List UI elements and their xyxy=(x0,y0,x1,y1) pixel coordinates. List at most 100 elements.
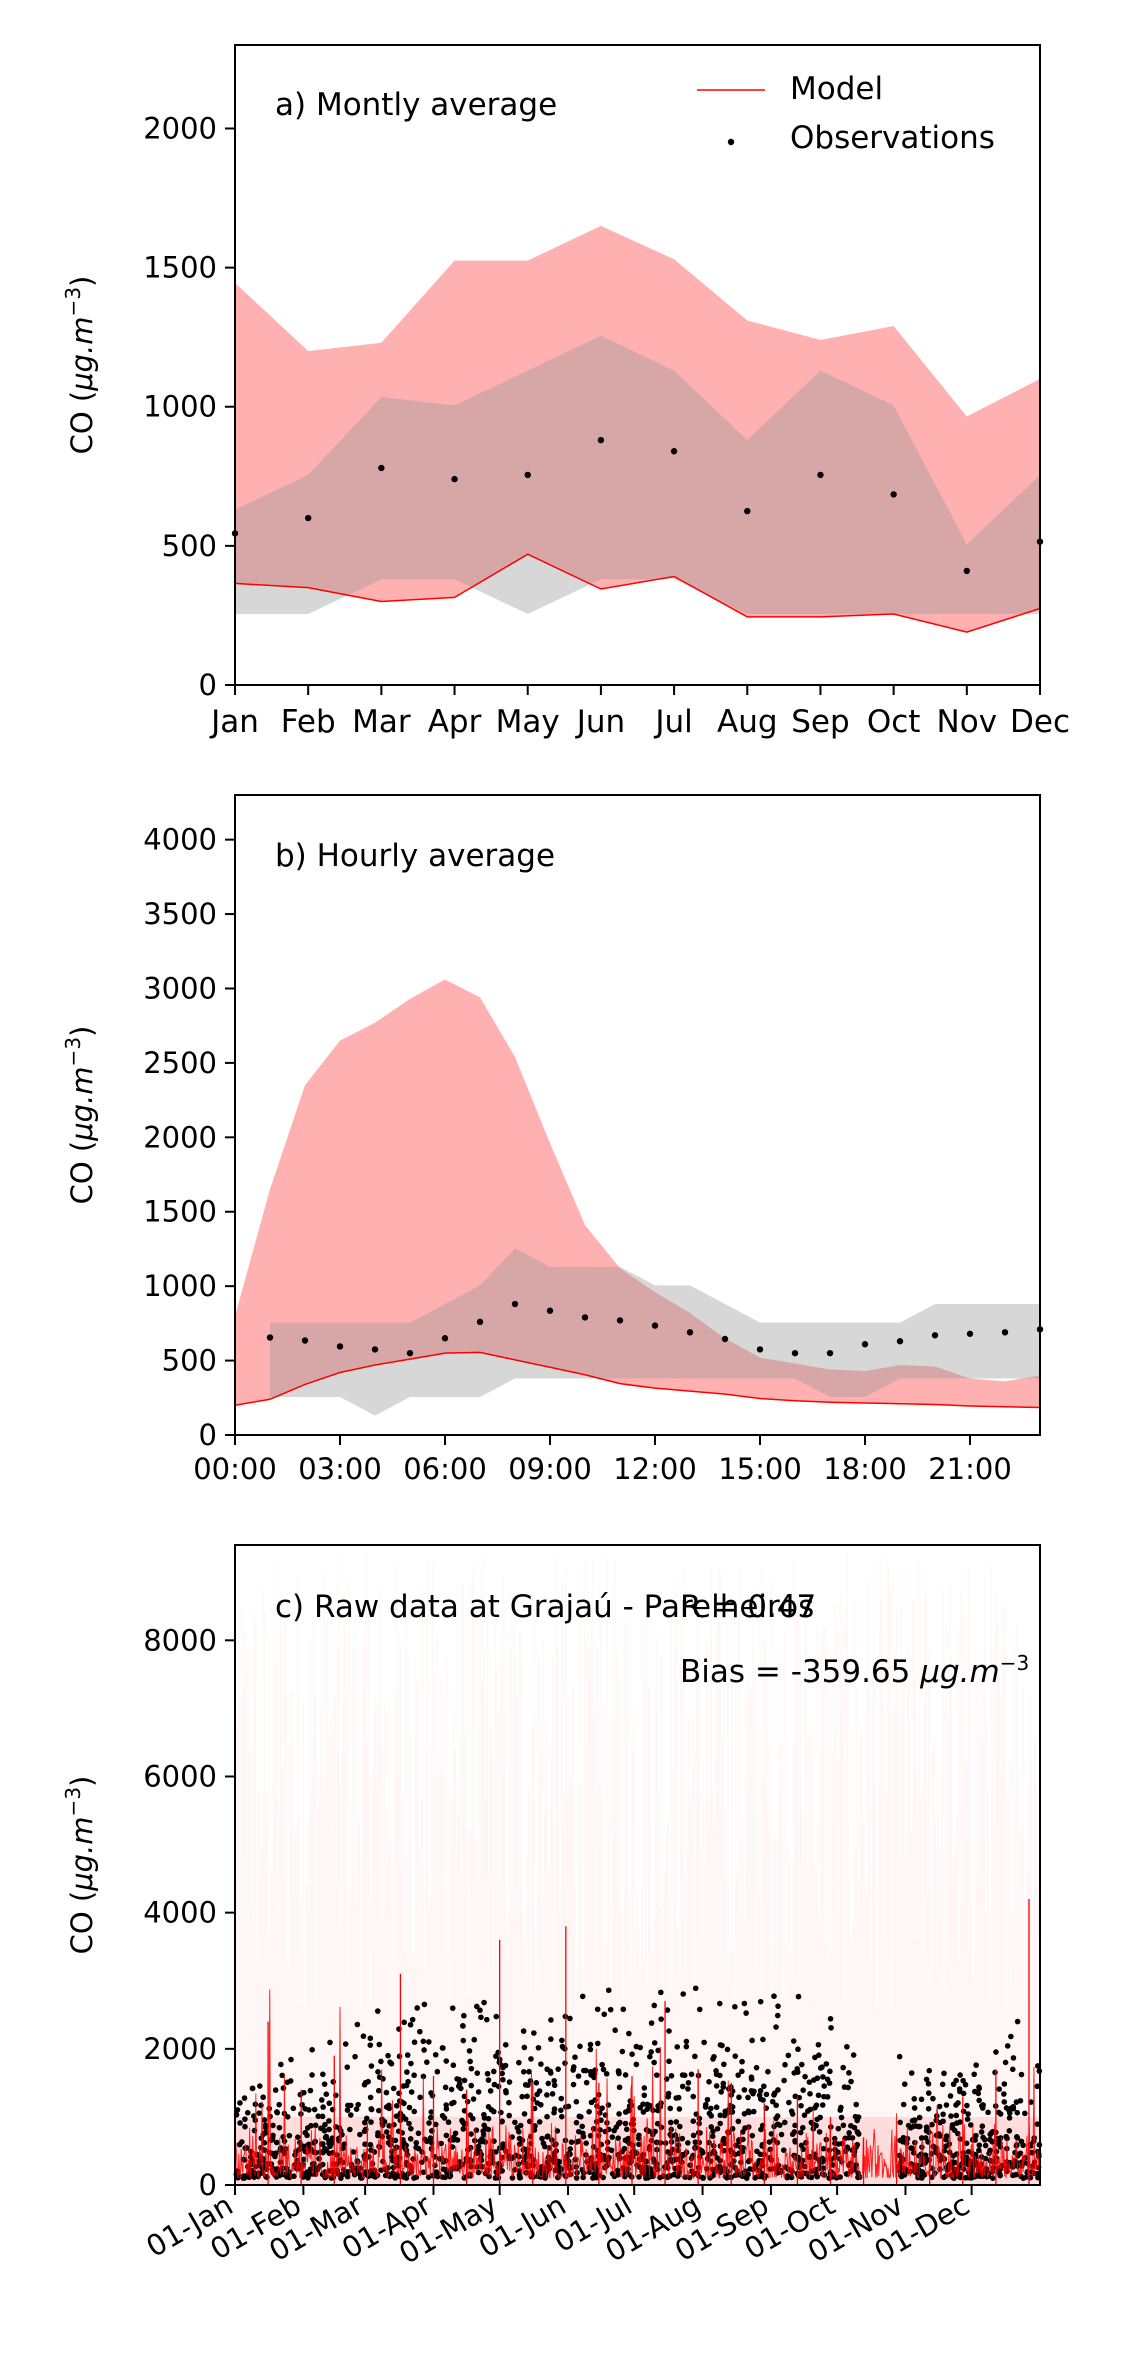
raw-observation-point xyxy=(460,2023,466,2029)
raw-observation-point xyxy=(615,2069,622,2075)
raw-observation-point xyxy=(528,2056,534,2062)
raw-observation-point xyxy=(782,2061,788,2068)
raw-observation-point xyxy=(434,2068,441,2075)
raw-observation-point xyxy=(541,2143,548,2150)
raw-observation-point xyxy=(309,2072,315,2078)
raw-observation-point xyxy=(953,2112,960,2119)
raw-observation-point xyxy=(406,2104,413,2111)
raw-observation-point xyxy=(1022,2110,1028,2117)
raw-observation-point xyxy=(923,2076,930,2083)
raw-observation-point xyxy=(551,2106,558,2112)
raw-observation-point xyxy=(802,2073,808,2080)
raw-observation-point xyxy=(997,2172,1003,2179)
raw-observation-point xyxy=(621,2145,628,2152)
raw-observation-point xyxy=(1010,2055,1017,2061)
raw-observation-point xyxy=(799,2124,806,2131)
raw-observation-point xyxy=(668,2072,675,2079)
raw-observation-point xyxy=(647,2053,653,2060)
raw-observation-point xyxy=(717,2072,723,2079)
raw-observation-point xyxy=(658,1989,664,1996)
raw-observation-point xyxy=(473,2127,480,2134)
raw-observation-point xyxy=(1001,2099,1008,2105)
raw-observation-point xyxy=(551,2082,558,2089)
raw-observation-point xyxy=(795,2046,801,2053)
raw-observation-point xyxy=(353,2106,360,2112)
raw-observation-point xyxy=(258,2102,264,2109)
raw-observation-point xyxy=(599,2061,605,2068)
raw-observation-point xyxy=(629,2051,635,2057)
raw-observation-point xyxy=(756,2092,763,2098)
raw-observation-point xyxy=(736,2094,742,2101)
raw-observation-point xyxy=(558,2095,565,2102)
raw-observation-point xyxy=(679,2135,686,2142)
raw-observation-point xyxy=(685,2140,691,2146)
monthly-x-tick-label: Aug xyxy=(717,704,778,740)
raw-observation-point xyxy=(788,2108,795,2114)
raw-observation-point xyxy=(735,2072,742,2078)
raw-observation-point xyxy=(972,2152,979,2158)
raw-observation-point xyxy=(396,2053,403,2060)
hourly-axes-frame xyxy=(234,794,1041,1436)
monthly-y-tick-label: 2000 xyxy=(143,111,217,145)
raw-y-tick-label: 4000 xyxy=(143,1896,217,1930)
raw-observation-point xyxy=(442,2174,448,2181)
observation-point xyxy=(304,514,312,522)
raw-observation-point xyxy=(424,2059,430,2065)
raw-observation-point xyxy=(778,2131,785,2138)
raw-observation-point xyxy=(800,2087,806,2093)
raw-observation-point xyxy=(573,2098,580,2105)
observation-point xyxy=(616,1317,624,1324)
raw-observation-point xyxy=(745,2171,751,2178)
observation-point xyxy=(791,1349,799,1357)
raw-observation-point xyxy=(562,2060,568,2066)
raw-observation-point xyxy=(805,2108,811,2114)
raw-x-ticks: 01-Jan01-Feb01-Mar01-Apr01-May01-Jun01-J… xyxy=(140,2185,975,2271)
raw-observation-point xyxy=(419,2149,425,2155)
raw-observation-point xyxy=(851,2124,858,2131)
raw-observation-point xyxy=(614,2167,621,2174)
raw-observation-point xyxy=(976,2085,983,2092)
raw-observation-point xyxy=(261,2117,268,2123)
raw-observation-point xyxy=(531,2030,537,2036)
raw-observation-point xyxy=(819,2102,826,2108)
raw-observation-point xyxy=(428,2109,435,2115)
model-line xyxy=(234,1351,1041,1409)
raw-observation-point xyxy=(272,2087,279,2093)
raw-observation-point xyxy=(837,2174,843,2180)
raw-plot-area xyxy=(233,1552,1043,2185)
raw-observation-point xyxy=(320,2104,326,2110)
raw-observation-point xyxy=(761,2083,767,2090)
raw-observation-point xyxy=(432,2121,439,2128)
raw-data-panel: 0 2000 4000 6000 8000 01-Jan01-Feb01-Mar01-A… xyxy=(61,1544,1043,2271)
raw-observation-point xyxy=(554,2158,561,2165)
raw-observation-point xyxy=(667,2119,674,2126)
raw-observation-point xyxy=(960,2090,967,2097)
raw-observation-point xyxy=(798,2142,805,2149)
raw-observation-point xyxy=(816,2052,822,2058)
raw-observation-point xyxy=(407,2021,414,2028)
raw-observation-point xyxy=(460,2037,467,2044)
raw-observation-point xyxy=(481,1999,487,2006)
raw-observation-point xyxy=(312,2122,319,2129)
raw-observation-point xyxy=(427,2135,434,2141)
raw-observation-point xyxy=(493,2013,500,2020)
raw-observation-point xyxy=(548,2036,554,2042)
raw-observation-point xyxy=(438,2140,445,2147)
hourly-x-tick-label: 09:00 xyxy=(508,1452,592,1486)
raw-observation-point xyxy=(367,2042,374,2048)
raw-observation-point xyxy=(567,2015,573,2022)
raw-axes-frame xyxy=(234,1544,1041,2186)
raw-observation-point xyxy=(363,2115,370,2122)
raw-observation-point xyxy=(417,2028,423,2035)
raw-observation-point xyxy=(517,2122,524,2129)
raw-observation-point xyxy=(249,2085,256,2092)
raw-observation-point xyxy=(470,2096,477,2102)
raw-observation-point xyxy=(502,2088,509,2094)
raw-observation-point xyxy=(579,1993,586,2000)
raw-observation-point xyxy=(490,2068,497,2075)
raw-observation-point xyxy=(485,2126,492,2133)
raw-observation-point xyxy=(599,2105,605,2111)
raw-observation-point xyxy=(392,2137,399,2144)
raw-observation-point xyxy=(347,2102,354,2109)
